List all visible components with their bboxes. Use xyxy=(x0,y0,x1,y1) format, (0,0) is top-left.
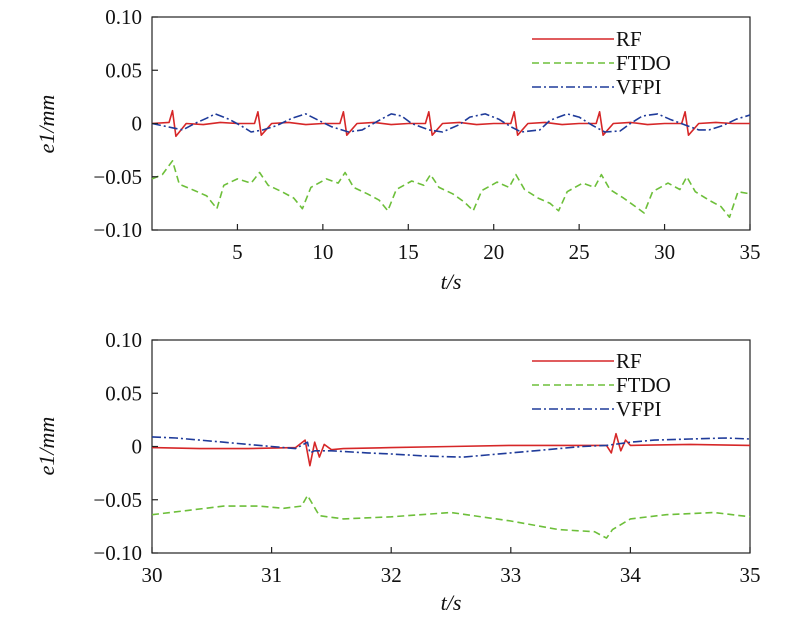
series-line-rf xyxy=(151,109,750,138)
y-tick-label: −0.05 xyxy=(93,165,142,189)
x-tick-label: 35 xyxy=(740,563,761,587)
y-tick-label: 0.05 xyxy=(105,381,142,405)
bottom-x-axis-label: t/s xyxy=(441,590,462,615)
top-x-ticks: 5 10 15 20 25 30 35 xyxy=(232,224,761,264)
x-tick-label: 34 xyxy=(620,563,642,587)
bottom-y-ticks: 0.10 0.05 0 −0.05 −0.10 xyxy=(93,328,158,565)
x-tick-label: 31 xyxy=(261,563,282,587)
y-tick-label: −0.10 xyxy=(93,218,142,242)
y-tick-label: 0 xyxy=(132,435,143,459)
x-tick-label: 33 xyxy=(500,563,521,587)
y-tick-label: 0.10 xyxy=(105,5,142,29)
top-chart: 5 10 15 20 25 30 35 0.10 0.05 0 −0.05 −0.10 RFFTDO… xyxy=(34,5,761,294)
legend-label-vfpi: VFPI xyxy=(616,397,662,421)
bottom-chart: 30 31 32 33 34 35 0.10 0.05 0 −0.05 −0.10 RFFTDOV… xyxy=(34,328,761,615)
bottom-series-group xyxy=(151,432,751,539)
y-tick-label: 0.10 xyxy=(105,328,142,352)
top-y-axis-label: e1/mm xyxy=(34,95,59,154)
legend-label-rf: RF xyxy=(616,349,642,373)
x-tick-label: 5 xyxy=(232,240,243,264)
x-tick-label: 20 xyxy=(483,240,504,264)
x-tick-label: 32 xyxy=(381,563,402,587)
legend-label-ftdo: FTDO xyxy=(616,373,671,397)
bottom-y-axis-label: e1/mm xyxy=(34,417,59,476)
series-line-vfpi xyxy=(151,113,751,133)
top-series-group xyxy=(151,109,751,218)
series-line-ftdo xyxy=(151,160,751,218)
x-tick-label: 35 xyxy=(740,240,761,264)
series-line-ftdo xyxy=(151,494,751,539)
x-tick-label: 15 xyxy=(398,240,419,264)
y-tick-label: 0.05 xyxy=(105,58,142,82)
series-line-vfpi xyxy=(151,436,751,458)
legend-label-rf: RF xyxy=(616,27,642,51)
legend-label-vfpi: VFPI xyxy=(616,75,662,99)
x-tick-label: 30 xyxy=(654,240,675,264)
top-x-axis-label: t/s xyxy=(441,269,462,294)
series-line-rf xyxy=(151,432,751,467)
bottom-x-ticks: 30 31 32 33 34 35 xyxy=(142,547,761,587)
x-tick-label: 30 xyxy=(142,563,163,587)
y-tick-label: −0.05 xyxy=(93,488,142,512)
top-y-ticks: 0.10 0.05 0 −0.05 −0.10 xyxy=(93,5,158,242)
x-tick-label: 10 xyxy=(312,240,333,264)
legend-label-ftdo: FTDO xyxy=(616,51,671,75)
y-tick-label: 0 xyxy=(132,112,143,136)
y-tick-label: −0.10 xyxy=(93,541,142,565)
x-tick-label: 25 xyxy=(569,240,590,264)
